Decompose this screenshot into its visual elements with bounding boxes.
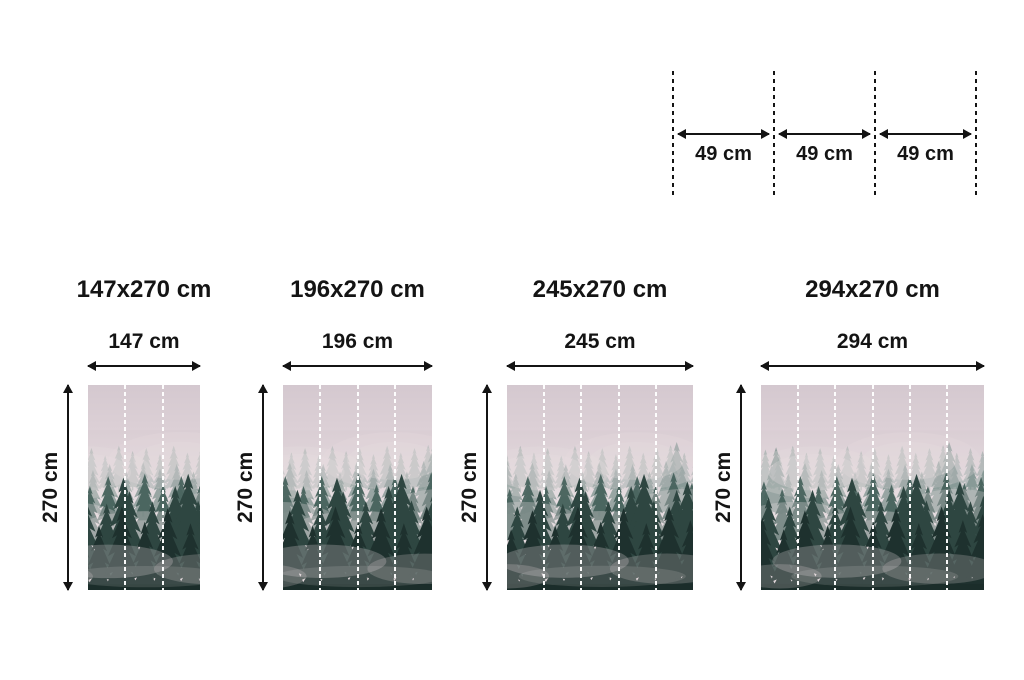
height-arrow xyxy=(258,384,268,591)
mural-preview xyxy=(761,385,984,590)
size-block-196x270: 196x270 cm 196 cm 270 cm xyxy=(234,270,433,600)
size-title: 147x270 cm xyxy=(76,276,212,303)
height-label: 270 cm xyxy=(712,451,735,524)
panel-separator xyxy=(356,385,359,590)
size-title: 196x270 cm xyxy=(290,276,425,303)
width-arrow xyxy=(760,361,985,371)
panel-separator xyxy=(161,385,164,590)
width-label: 294 cm xyxy=(836,330,909,353)
panel-separator xyxy=(124,385,127,590)
size-block-245x270: 245x270 cm 245 cm 270 cm xyxy=(458,270,694,600)
mural-preview xyxy=(88,385,200,590)
size-title: 245x270 cm xyxy=(532,276,668,303)
width-label: 245 cm xyxy=(564,330,636,353)
panel-separator xyxy=(871,385,874,590)
panel-width-label: 49 cm xyxy=(695,143,752,165)
panel-width-label: 49 cm xyxy=(796,143,853,165)
width-arrow xyxy=(282,361,433,371)
cut-line xyxy=(773,71,775,195)
panel-separator xyxy=(393,385,396,590)
height-label: 270 cm xyxy=(39,451,62,524)
size-block-147x270: 147x270 cm 147 cm 270 cm xyxy=(39,270,211,600)
height-arrow xyxy=(736,384,746,591)
panel-separator xyxy=(908,385,911,590)
panel-separator xyxy=(580,385,583,590)
height-label: 270 cm xyxy=(234,451,257,524)
panel-width-arrow xyxy=(778,129,871,139)
forest-photo xyxy=(88,385,200,590)
cut-line xyxy=(975,71,977,195)
forest-photo xyxy=(507,385,693,590)
panel-separator xyxy=(654,385,657,590)
panel-separator xyxy=(945,385,948,590)
width-arrow xyxy=(87,361,201,371)
size-block-294x270: 294x270 cm 294 cm 270 cm xyxy=(712,270,985,600)
height-arrow xyxy=(482,384,492,591)
panel-width-label: 49 cm xyxy=(897,143,954,165)
mural-preview xyxy=(283,385,432,590)
panel-separator xyxy=(319,385,322,590)
panel-width-arrow xyxy=(879,129,972,139)
panel-separator xyxy=(834,385,837,590)
mural-preview xyxy=(507,385,693,590)
width-label: 196 cm xyxy=(321,330,394,353)
panel-width-arrow xyxy=(677,129,770,139)
panel-separator xyxy=(797,385,800,590)
width-arrow xyxy=(506,361,694,371)
height-arrow xyxy=(63,384,73,591)
size-title: 294x270 cm xyxy=(805,276,940,303)
cut-line xyxy=(672,71,674,195)
panel-separator xyxy=(543,385,546,590)
panel-separator xyxy=(617,385,620,590)
cut-line xyxy=(874,71,876,195)
panel-width-diagram: 49 cm 49 cm 49 cm xyxy=(672,71,977,195)
height-label: 270 cm xyxy=(458,451,481,524)
width-label: 147 cm xyxy=(108,330,180,353)
